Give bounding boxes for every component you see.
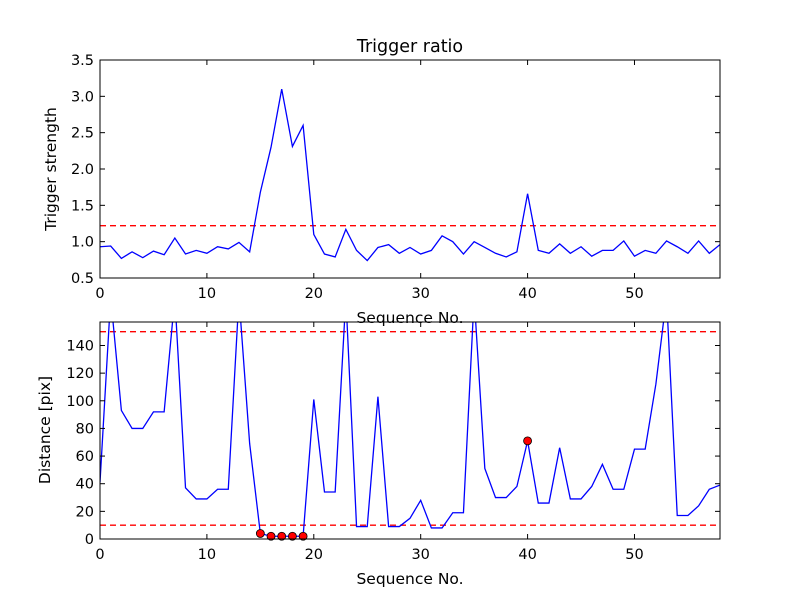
bottom-y-tick-label: 100 bbox=[66, 394, 94, 410]
bottom-x-axis-label: Sequence No. bbox=[356, 570, 463, 588]
bottom-x-tick-label: 10 bbox=[198, 547, 216, 563]
top-y-tick-label: 0.5 bbox=[71, 271, 94, 287]
top-y-tick-label: 3.5 bbox=[71, 53, 94, 69]
top-chart-title: Trigger ratio bbox=[356, 37, 463, 57]
bottom-ticks: 0 10 20 30 40 50 0 20 40 60 80 100 120 140 bbox=[66, 322, 720, 563]
top-x-axis-label: Sequence No. bbox=[356, 309, 463, 327]
bottom-y-tick-label: 0 bbox=[85, 532, 94, 548]
top-series-line bbox=[100, 88, 720, 262]
bottom-marker-point bbox=[298, 531, 308, 541]
top-ticks: 0 10 20 30 40 50 0.5 1.0 1.5 2.0 2.5 3.0 3.5 bbox=[71, 53, 720, 302]
bottom-y-tick-label: 20 bbox=[76, 504, 94, 520]
bottom-marker-point bbox=[255, 529, 265, 538]
bottom-marker-point bbox=[277, 531, 287, 541]
top-y-axis-label: Trigger strength bbox=[42, 107, 60, 232]
bottom-y-tick-label: 120 bbox=[66, 366, 94, 382]
bottom-marker-point bbox=[288, 531, 297, 541]
bottom-x-tick-label: 20 bbox=[305, 547, 323, 563]
bottom-x-tick-label: 40 bbox=[518, 547, 536, 563]
top-y-tick-label: 2.0 bbox=[71, 162, 94, 178]
top-y-tick-label: 3.0 bbox=[71, 89, 94, 105]
top-y-tick-label: 1.0 bbox=[71, 235, 94, 251]
bottom-x-tick-label: 50 bbox=[625, 547, 643, 563]
top-x-tick-label: 10 bbox=[198, 286, 216, 302]
top-x-tick-label: 40 bbox=[518, 286, 536, 302]
bottom-axes-frame bbox=[99, 321, 721, 540]
bottom-y-tick-label: 80 bbox=[76, 421, 94, 437]
top-x-tick-label: 20 bbox=[305, 286, 323, 302]
bottom-y-tick-label: 140 bbox=[66, 338, 94, 354]
bottom-series-line bbox=[100, 322, 720, 537]
bottom-markers bbox=[255, 436, 532, 541]
bottom-y-axis-label: Distance [pix] bbox=[36, 376, 54, 484]
top-plot-area bbox=[100, 88, 720, 262]
top-x-tick-label: 0 bbox=[95, 286, 104, 302]
bottom-plot-area bbox=[100, 322, 720, 537]
bottom-x-tick-label: 0 bbox=[95, 547, 104, 563]
bottom-x-tick-label: 30 bbox=[411, 547, 429, 563]
bottom-marker-point bbox=[266, 531, 276, 541]
bottom-marker-point bbox=[523, 436, 532, 446]
top-y-tick-label: 2.5 bbox=[71, 126, 94, 142]
bottom-panel: 0 10 20 30 40 50 0 20 40 60 80 100 120 140 Sequence N… bbox=[36, 321, 721, 588]
top-x-tick-label: 30 bbox=[411, 286, 429, 302]
top-x-tick-label: 50 bbox=[625, 286, 643, 302]
bottom-y-tick-label: 40 bbox=[76, 477, 94, 493]
top-y-tick-label: 1.5 bbox=[71, 198, 94, 214]
bottom-y-tick-label: 60 bbox=[76, 449, 94, 465]
